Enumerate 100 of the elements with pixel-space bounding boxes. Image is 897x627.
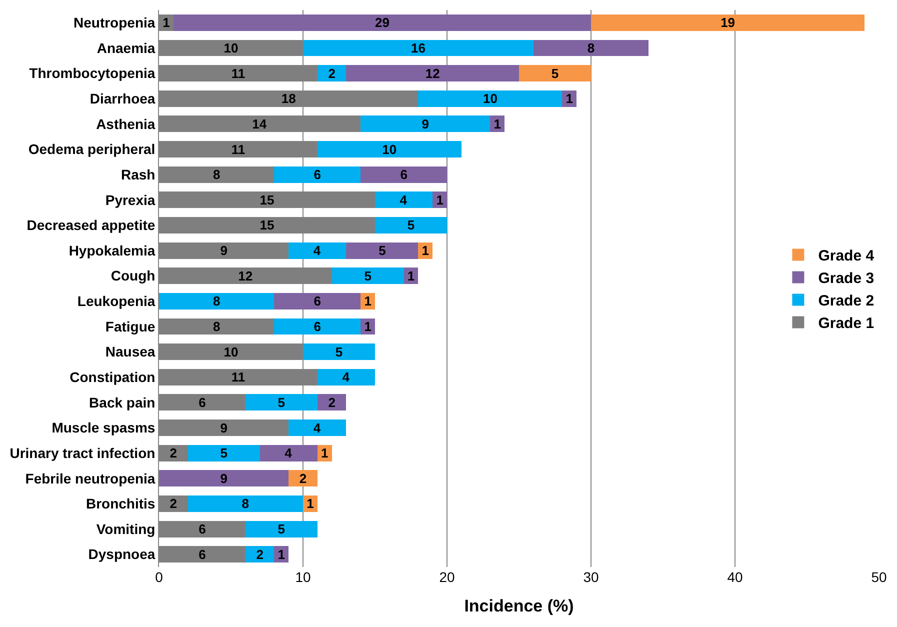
data-label: 4: [284, 446, 293, 461]
data-label: 9: [422, 116, 430, 132]
y-tick-label: Bronchitis: [86, 496, 156, 512]
data-label: 8: [212, 294, 220, 309]
y-tick-label: Leukopenia: [77, 293, 156, 310]
bar: [245, 520, 318, 538]
data-label: 9: [220, 243, 228, 258]
data-label: 5: [551, 66, 559, 81]
y-tick-label: Muscle spasms: [52, 420, 156, 436]
y-tick-label: Vomiting: [96, 520, 156, 537]
bar: [274, 318, 361, 335]
bar: [188, 444, 260, 462]
data-label: 1: [364, 294, 372, 309]
legend-label: Grade 1: [818, 315, 874, 332]
data-label: 5: [364, 268, 372, 284]
y-tick-label: Decreased appetite: [26, 217, 156, 234]
data-label: 6: [198, 394, 206, 410]
data-label: 1: [306, 496, 314, 512]
x-tick-label: 10: [295, 569, 311, 585]
bar: [360, 166, 447, 183]
data-label: 6: [314, 318, 322, 334]
bar: [418, 90, 562, 107]
y-tick-label: Diarrhoea: [90, 90, 156, 107]
bar: [375, 192, 433, 208]
data-label: 6: [198, 522, 206, 537]
data-label: 1: [566, 91, 574, 106]
bar: [159, 292, 274, 310]
legend-label: Grade 4: [818, 248, 875, 265]
data-label: 12: [238, 268, 253, 284]
y-tick-label: Dyspnoea: [88, 546, 156, 562]
y-tick-label: Oedema peripheral: [28, 141, 156, 158]
data-label: 8: [587, 40, 595, 56]
data-label: 11: [231, 370, 246, 385]
data-label: 4: [313, 420, 322, 436]
y-tick-label: Thrombocytopenia: [29, 65, 156, 82]
y-tick-label: Back pain: [89, 394, 156, 410]
data-label: 9: [220, 420, 228, 436]
data-label: 10: [224, 40, 238, 56]
data-label: 4: [400, 192, 408, 208]
data-label: 5: [278, 394, 286, 410]
bar: [346, 65, 519, 82]
bar: [519, 65, 591, 82]
data-label: 5: [278, 522, 286, 537]
data-label: 1: [278, 546, 286, 562]
bar: [245, 394, 318, 411]
data-label: 15: [260, 218, 274, 233]
data-label: 1: [436, 192, 444, 208]
y-tick-label: Febrile neutropenia: [25, 470, 156, 486]
bar: [173, 14, 591, 31]
data-label: 2: [328, 66, 336, 81]
y-tick-label: Pyrexia: [105, 192, 156, 208]
bar: [303, 40, 534, 56]
data-label: 11: [231, 142, 246, 157]
y-tick-label: Asthenia: [96, 116, 156, 132]
bar: [317, 394, 346, 411]
bar: [360, 116, 490, 132]
data-label: 1: [320, 446, 328, 461]
bar: [288, 242, 346, 259]
data-label: 29: [374, 15, 390, 30]
bar: [317, 141, 462, 158]
data-label: 6: [314, 294, 322, 309]
x-tick-label: 30: [583, 569, 599, 585]
data-label: 9: [220, 470, 228, 486]
y-tick-label: Nausea: [105, 344, 156, 360]
data-label: 16: [410, 40, 426, 56]
bar: [159, 470, 289, 487]
bar: [274, 292, 361, 310]
data-label: 6: [400, 167, 408, 182]
bar: [245, 546, 274, 563]
y-tick-label: Rash: [120, 166, 156, 182]
x-tick-label: 20: [439, 569, 455, 585]
x-tick-label: 0: [155, 569, 164, 585]
bar: [317, 65, 346, 82]
data-label: 2: [256, 546, 264, 562]
data-label: 6: [198, 546, 206, 562]
legend-label: Grade 2: [818, 292, 874, 310]
y-tick-label: Urinary tract infection: [10, 444, 156, 461]
data-label: 8: [242, 496, 250, 512]
bar: [332, 268, 404, 284]
bar: [591, 14, 865, 31]
data-label: 5: [335, 344, 343, 360]
data-label: 11: [231, 66, 246, 81]
data-label: 4: [313, 243, 322, 258]
bar: [288, 470, 318, 487]
bar: [274, 166, 361, 183]
data-label: 12: [425, 66, 440, 81]
data-label: 15: [260, 192, 274, 208]
data-label: 10: [482, 91, 498, 106]
data-label: 8: [212, 318, 220, 334]
data-label: 1: [407, 268, 415, 284]
x-tick-label: 50: [871, 569, 887, 585]
bar: [260, 444, 318, 462]
data-label: 10: [224, 344, 238, 360]
data-label: 5: [407, 218, 415, 233]
bar: [288, 420, 346, 436]
data-label: 1: [162, 15, 170, 30]
y-tick-label: Fatigue: [105, 318, 156, 334]
data-label: 1: [494, 116, 502, 132]
y-tick-label: Constipation: [70, 369, 156, 386]
bar: [375, 216, 447, 234]
